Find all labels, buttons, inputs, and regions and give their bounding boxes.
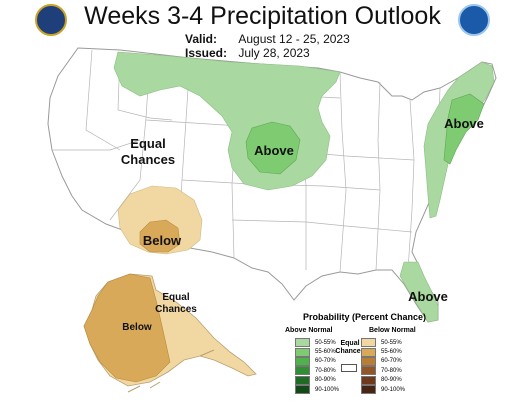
legend-above-row: 55-60%	[295, 347, 339, 357]
legend-below-label: 70-80%	[381, 367, 402, 374]
legend-equal-line2: Chances	[335, 348, 365, 355]
legend-below-swatch	[361, 347, 376, 357]
label-alaska-equal-line1: Equal	[162, 292, 189, 303]
legend-below-swatch	[361, 356, 376, 366]
legend-title: Probability (Percent Chance)	[303, 312, 427, 322]
probability-legend: Probability (Percent Chance) Above Norma…	[283, 312, 521, 402]
legend-below-header: Below Normal	[369, 327, 416, 334]
legend-above-swatch	[295, 356, 310, 366]
legend-below-label: 55-60%	[381, 349, 402, 356]
commerce-department-seal-icon	[35, 4, 67, 36]
above-region-florida	[399, 261, 439, 323]
label-above-northeast: Above	[444, 116, 484, 131]
legend-above-row: 80-90%	[295, 375, 339, 385]
above-region-northeast-inner	[443, 93, 485, 165]
valid-dates: Valid: August 12 - 25, 2023	[185, 32, 350, 46]
legend-above-swatch	[295, 347, 310, 357]
legend-above-label: 60-70%	[315, 358, 336, 365]
legend-above-column: 50-55% 55-60% 60-70% 70-80% 80-90% 90-100%	[295, 338, 340, 395]
legend-below-row: 55-60%	[361, 347, 405, 357]
legend-below-swatch	[361, 375, 376, 385]
legend-above-label: 80-90%	[315, 377, 336, 384]
legend-below-swatch	[361, 385, 376, 395]
legend-above-label: 70-80%	[315, 367, 336, 374]
below-region-southwest-inner	[139, 219, 181, 253]
legend-above-label: 50-55%	[315, 339, 336, 346]
label-above-florida: Above	[408, 289, 448, 304]
label-below-southwest: Below	[143, 233, 182, 248]
legend-above-swatch	[295, 338, 310, 348]
legend-below-swatch	[361, 338, 376, 348]
map-title: Weeks 3-4 Precipitation Outlook	[84, 2, 441, 30]
legend-equal-line1: Equal	[340, 340, 360, 347]
legend-below-row: 60-70%	[361, 356, 405, 366]
below-region-southwest-outer	[117, 185, 203, 255]
legend-above-label: 90-100%	[315, 386, 340, 393]
issued-value: July 28, 2023	[238, 46, 310, 60]
legend-above-swatch	[295, 385, 310, 395]
label-equal-chances-line1: Equal	[130, 136, 165, 151]
legend-above-row: 70-80%	[295, 366, 339, 376]
legend-equal-chances-label: Equal Chances	[335, 340, 365, 356]
alaska-below-inner	[83, 273, 171, 383]
label-equal-chances-line2: Chances	[121, 152, 175, 167]
label-alaska-below: Below	[122, 322, 152, 333]
legend-below-swatch	[361, 366, 376, 376]
legend-below-row: 70-80%	[361, 366, 405, 376]
legend-above-header: Above Normal	[285, 327, 333, 334]
valid-value: August 12 - 25, 2023	[238, 32, 350, 46]
legend-below-label: 80-90%	[381, 377, 402, 384]
legend-above-swatch	[295, 366, 310, 376]
legend-above-row: 50-55%	[295, 338, 339, 348]
label-alaska-equal-line2: Chances	[155, 304, 197, 315]
legend-below-row: 50-55%	[361, 338, 405, 348]
legend-below-label: 60-70%	[381, 358, 402, 365]
legend-above-row: 60-70%	[295, 356, 339, 366]
issued-label: Issued:	[185, 46, 228, 60]
legend-below-row: 90-100%	[361, 385, 406, 395]
legend-below-label: 50-55%	[381, 339, 402, 346]
legend-equal-chances-swatch	[341, 364, 357, 372]
legend-above-row: 90-100%	[295, 385, 340, 395]
legend-above-label: 55-60%	[315, 349, 336, 356]
above-region-central-inner	[245, 121, 301, 175]
alaska-aleutians	[127, 349, 215, 393]
legend-below-column: 50-55% 55-60% 60-70% 70-80% 80-90% 90-100%	[361, 338, 406, 395]
legend-below-label: 90-100%	[381, 386, 406, 393]
label-above-central: Above	[254, 143, 294, 158]
issued-date: Issued: July 28, 2023	[185, 46, 310, 60]
valid-label: Valid:	[185, 32, 218, 46]
legend-above-swatch	[295, 375, 310, 385]
noaa-logo-icon	[458, 4, 490, 36]
legend-below-row: 80-90%	[361, 375, 405, 385]
